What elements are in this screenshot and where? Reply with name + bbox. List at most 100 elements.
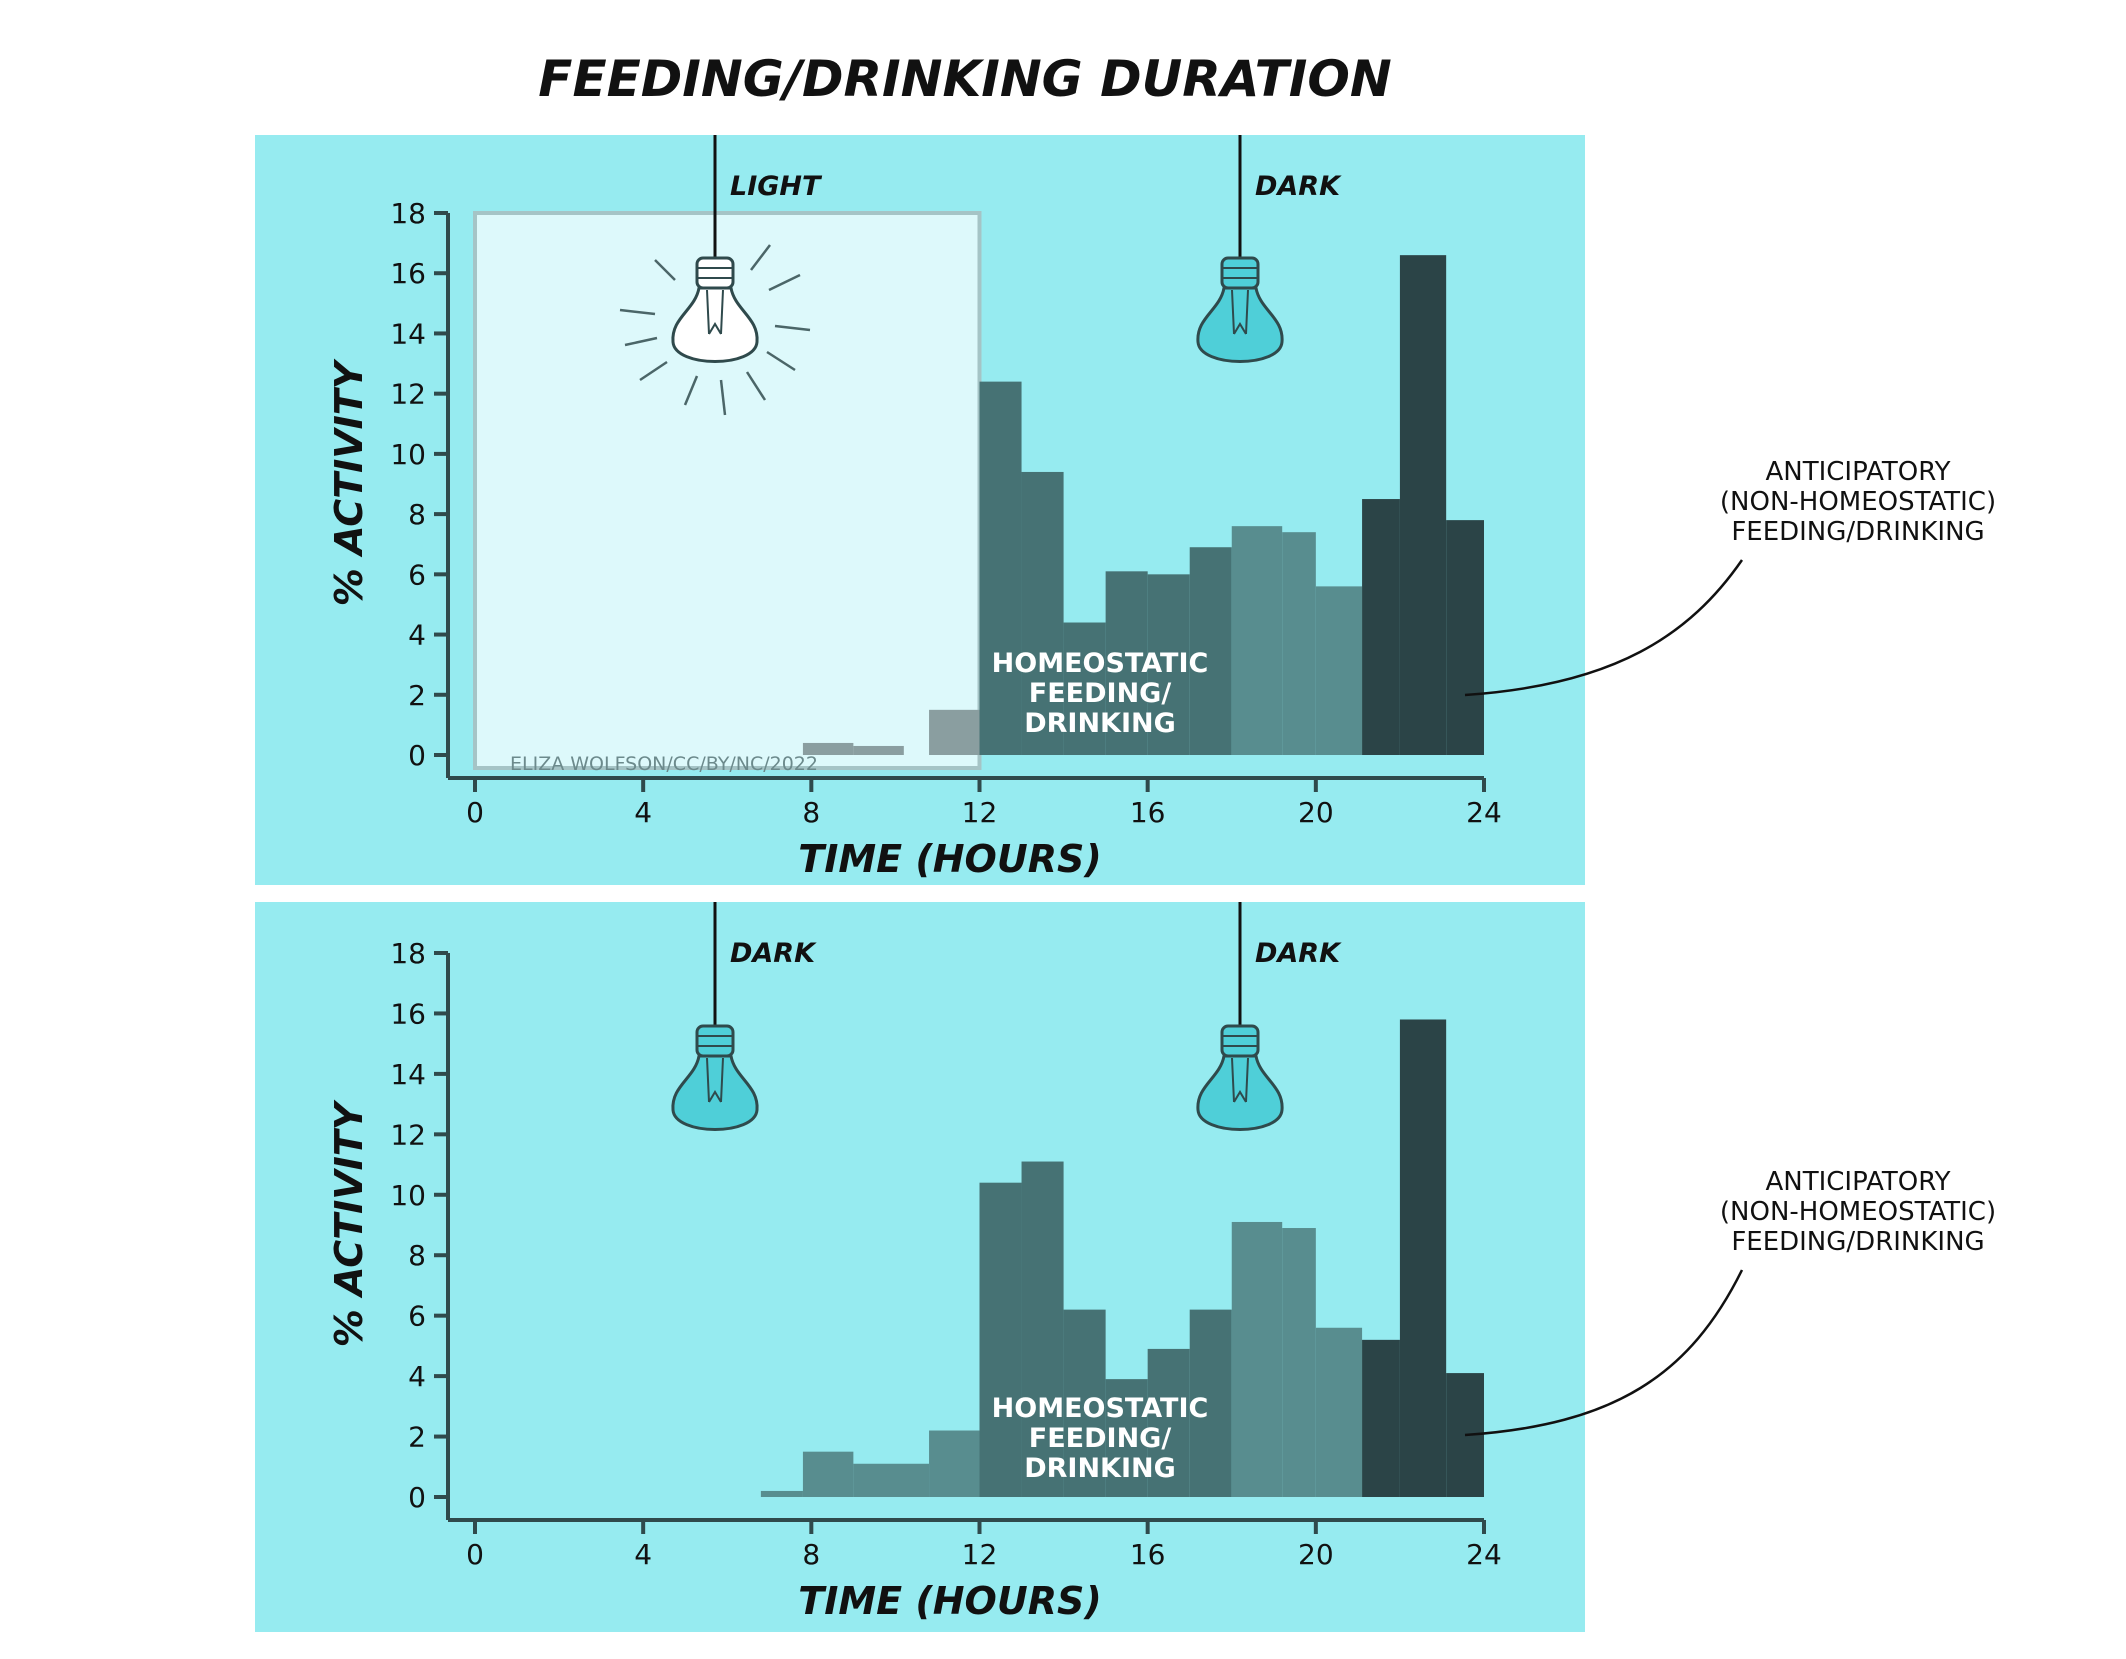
bar: [979, 381, 1022, 755]
figure-title: FEEDING/DRINKING DURATION: [538, 50, 1391, 108]
x-axis-label: TIME (HOURS): [798, 1579, 1101, 1623]
bulb-filament: [706, 289, 724, 335]
bulb-socket: [1220, 1024, 1260, 1058]
bar: [802, 1451, 854, 1497]
x-tick-label: 24: [1466, 1538, 1502, 1571]
credit-text: ELIZA WOLFSON/CC/BY/NC/2022: [510, 753, 818, 775]
bulb-filament: [1231, 289, 1249, 335]
x-tick-label: 12: [962, 1538, 998, 1571]
y-tick-label: 4: [408, 619, 426, 652]
y-tick-label: 0: [408, 739, 426, 772]
plot-background: [255, 902, 1585, 1632]
light-ray: [750, 244, 771, 271]
bar: [1399, 255, 1447, 755]
y-tick-label: 12: [390, 378, 426, 411]
y-tick-label: 4: [408, 1360, 426, 1393]
bulb-socket: [1220, 256, 1260, 290]
bar: [979, 1182, 1022, 1497]
bar: [1105, 1379, 1148, 1497]
bar: [1282, 532, 1316, 755]
homeostatic-label: HOMEOSTATIC FEEDING/DRINKING: [992, 1393, 1209, 1484]
light-ray: [619, 308, 656, 316]
bar: [1231, 1221, 1283, 1497]
y-tick-label: 14: [390, 1058, 426, 1091]
light-ray: [719, 379, 727, 416]
bulb-dark-icon: [1196, 135, 1284, 363]
bar: [1399, 1019, 1447, 1497]
bulb-label: DARK: [730, 938, 817, 969]
bar: [1362, 1339, 1400, 1497]
x-tick-label: 20: [1298, 1538, 1334, 1571]
anticipatory-annotation: ANTICIPATORY (NON-HOMEOSTATIC) FEEDING/DRI…: [1720, 1167, 1996, 1257]
bar: [1021, 1161, 1064, 1497]
annotation-pointer: [1464, 1269, 1744, 1437]
bulb-label: LIGHT: [730, 171, 823, 202]
y-axis-label: % ACTIVITY: [327, 358, 371, 606]
x-tick-label: 12: [962, 796, 998, 829]
light-ray: [654, 259, 676, 281]
light-ray: [768, 273, 801, 292]
bar: [1315, 1327, 1363, 1497]
y-axis-label: % ACTIVITY: [327, 1099, 371, 1347]
x-tick-label: 4: [634, 796, 652, 829]
homeostatic-label: HOMEOSTATIC FEEDING/DRINKING: [992, 648, 1209, 739]
x-tick-label: 20: [1298, 796, 1334, 829]
bar: [1147, 574, 1190, 755]
y-tick-label: 6: [408, 558, 426, 591]
light-ray: [774, 324, 811, 332]
x-tick-label: 0: [466, 1538, 484, 1571]
bar: [802, 742, 854, 755]
bar: [929, 1430, 980, 1497]
bar: [1147, 1348, 1190, 1497]
bar: [853, 745, 904, 755]
y-tick-label: 2: [408, 679, 426, 712]
light-ray: [683, 375, 699, 406]
bar: [1231, 526, 1283, 755]
bar: [1282, 1228, 1316, 1497]
bar: [1063, 1309, 1106, 1497]
bulb-filament: [1231, 1057, 1249, 1103]
y-tick-label: 2: [408, 1421, 426, 1454]
bar: [1362, 499, 1400, 755]
y-tick-label: 14: [390, 317, 426, 350]
y-tick-label: 0: [408, 1481, 426, 1514]
bar: [760, 1490, 803, 1497]
bar: [929, 709, 980, 755]
y-tick-label: 16: [390, 997, 426, 1030]
light-ray: [639, 360, 668, 382]
bulb-label: DARK: [1255, 171, 1342, 202]
y-tick-label: 6: [408, 1300, 426, 1333]
x-axis-label: TIME (HOURS): [798, 837, 1101, 881]
bulb-socket: [695, 256, 735, 290]
bulb-dark-icon: [671, 902, 759, 1131]
y-tick-label: 12: [390, 1118, 426, 1151]
x-tick-label: 16: [1130, 1538, 1166, 1571]
y-tick-label: 18: [390, 197, 426, 230]
bar: [1105, 571, 1148, 755]
bulb-dark-icon: [1196, 902, 1284, 1131]
y-tick-label: 18: [390, 937, 426, 970]
y-tick-label: 8: [408, 498, 426, 531]
light-ray: [745, 371, 767, 401]
light-ray: [624, 336, 658, 347]
bulb-socket: [695, 1024, 735, 1058]
y-tick-label: 8: [408, 1239, 426, 1272]
bulb-filament: [706, 1057, 724, 1103]
bulb-light-icon: [619, 135, 811, 416]
bulb-label: DARK: [1255, 938, 1342, 969]
x-tick-label: 16: [1130, 796, 1166, 829]
y-tick-label: 10: [390, 438, 426, 471]
x-tick-label: 8: [802, 1538, 820, 1571]
light-ray: [766, 350, 796, 372]
x-tick-label: 0: [466, 796, 484, 829]
bar: [1315, 586, 1363, 755]
bar: [1021, 471, 1064, 755]
y-tick-label: 16: [390, 257, 426, 290]
y-tick-label: 10: [390, 1179, 426, 1212]
x-tick-label: 8: [802, 796, 820, 829]
bar: [1189, 1309, 1232, 1497]
bar: [1063, 622, 1106, 755]
